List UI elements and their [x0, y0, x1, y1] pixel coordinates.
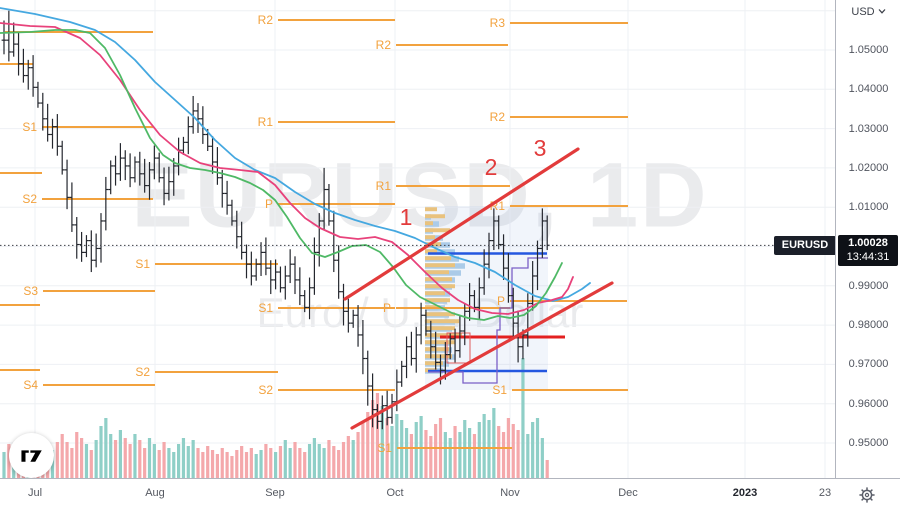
- tradingview-logo-glyph: [20, 449, 42, 462]
- pivot-label-R2: R2: [490, 110, 506, 124]
- pivot-label-S1: S1: [135, 257, 150, 271]
- price-tick: 1.01000: [848, 201, 889, 214]
- tradingview-logo[interactable]: [9, 433, 54, 478]
- pivot-label-R3: R3: [490, 16, 506, 30]
- chevron-down-icon: [878, 9, 886, 14]
- pivot-label-S2: S2: [22, 192, 37, 206]
- pivot-label-S2: S2: [135, 365, 150, 379]
- wave-label-1: 1: [400, 204, 413, 230]
- pivot-label-R2: R2: [376, 38, 392, 52]
- time-tick-Jul: Jul: [27, 487, 43, 499]
- settings-gear-icon[interactable]: [858, 486, 876, 504]
- price-axis[interactable]: USD 1.05000 1.04000 1.03000 1.02000 1.01000 1…: [835, 0, 900, 478]
- price-tick: 0.95000: [848, 437, 889, 449]
- ma-lips-line: [0, 29, 563, 321]
- time-tick-Sep: Sep: [265, 487, 285, 499]
- pivot-label-S2: S2: [258, 383, 273, 397]
- trendlines[interactable]: 1 2 3: [343, 135, 614, 430]
- gear-glyph: [859, 487, 875, 503]
- pivot-label-S1: S1: [258, 301, 273, 315]
- step-structure-line[interactable]: [428, 257, 548, 384]
- pivot-label-R1: R1: [376, 179, 392, 193]
- price-tick: 1.03000: [848, 122, 889, 135]
- outline-box[interactable]: [446, 332, 471, 364]
- time-tick-2023: 2023: [732, 487, 758, 499]
- time-axis[interactable]: Jul Aug Sep Oct Nov Dec 2023 23: [0, 478, 900, 510]
- time-tick-Aug: Aug: [145, 487, 165, 499]
- candle-bars: [1, 10, 550, 430]
- time-tick-Dec: Dec: [618, 487, 638, 499]
- time-tick-Nov: Nov: [500, 487, 520, 499]
- price-tick: 1.04000: [848, 83, 889, 96]
- pivot-label-S1: S1: [492, 383, 507, 397]
- bar-countdown: 13:44:31: [846, 251, 890, 264]
- pivot-label-R1: R1: [258, 115, 274, 129]
- price-tick: 1.02000: [848, 161, 889, 174]
- pivot-label-P: P: [497, 294, 505, 308]
- time-tick-Oct: Oct: [386, 487, 404, 499]
- pivot-label-S1: S1: [22, 120, 37, 134]
- ma-jaw-line: [0, 7, 591, 302]
- last-price-badge: 1.00028 13:44:31: [838, 235, 898, 267]
- price-tick: 0.99000: [848, 279, 889, 292]
- pivot-label-S1: S1: [377, 441, 392, 455]
- wave-label-2: 2: [485, 154, 498, 180]
- time-tick-23: 23: [818, 487, 832, 499]
- symbol-price-label: EURUSD: [774, 235, 835, 255]
- wave-label-3: 3: [534, 135, 547, 161]
- currency-label: USD: [851, 6, 875, 18]
- price-tick: 0.96000: [848, 397, 889, 410]
- price-tick: 0.97000: [848, 358, 889, 371]
- price-tick: 0.98000: [848, 319, 889, 332]
- chart-pane[interactable]: EURUSD, 1D Euro / U.S. Dollar S1 S2 S3 S4 S1…: [0, 0, 835, 478]
- currency-selector[interactable]: USD: [836, 6, 900, 18]
- pivot-label-P: P: [383, 301, 391, 315]
- pivot-label-P: P: [265, 197, 273, 211]
- pivot-label-S4: S4: [23, 378, 38, 392]
- pivot-label-S3: S3: [23, 284, 38, 298]
- pivot-label-R2: R2: [258, 13, 274, 27]
- last-price: 1.00028: [848, 237, 888, 250]
- price-tick: 1.05000: [848, 44, 889, 56]
